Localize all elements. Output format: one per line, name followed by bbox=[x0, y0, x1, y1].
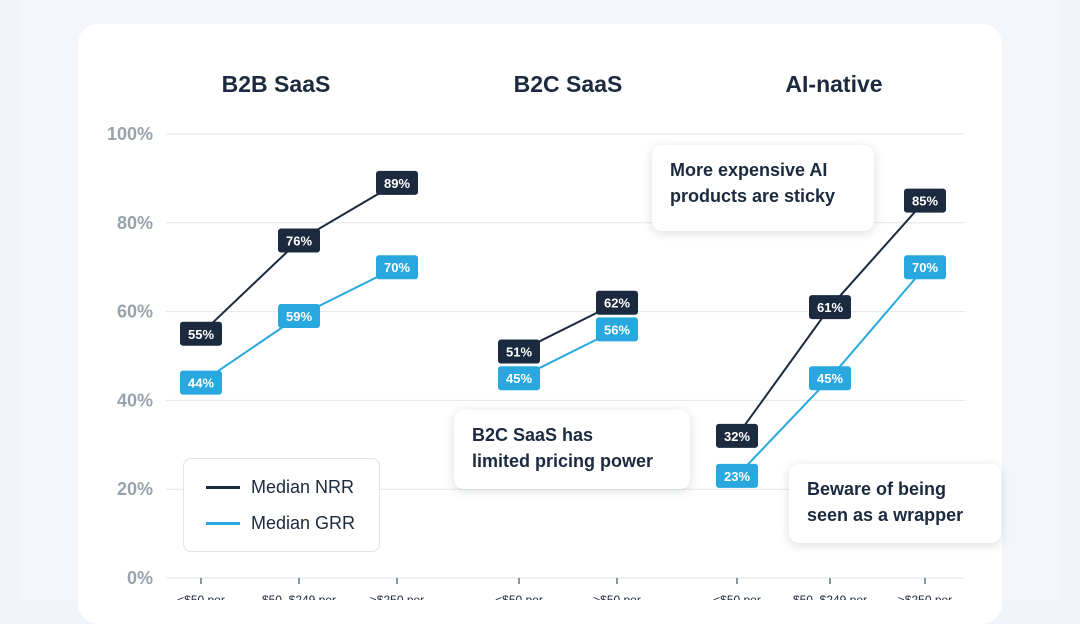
data-label-grr: 44% bbox=[180, 370, 222, 395]
data-label-box bbox=[376, 255, 418, 280]
data-label-text: 70% bbox=[912, 260, 938, 275]
data-label-nrr: 32% bbox=[716, 423, 758, 448]
data-label-text: 59% bbox=[286, 309, 312, 324]
data-label-box bbox=[180, 321, 222, 346]
data-label-box bbox=[278, 228, 320, 253]
callout-ai-sticky-line-1: More expensive AI bbox=[670, 160, 828, 180]
data-label-box bbox=[716, 423, 758, 448]
callout-wrapper: Beware of being seen as a wrapper bbox=[789, 464, 1001, 543]
data-label-text: 51% bbox=[506, 345, 532, 360]
panel-title-1: B2C SaaS bbox=[514, 71, 623, 97]
callout-wrapper-line-1: Beware of being bbox=[807, 479, 947, 499]
data-label-nrr: 51% bbox=[498, 339, 540, 364]
y-tick-label: 60% bbox=[117, 302, 153, 322]
data-label-box bbox=[904, 255, 946, 280]
x-tick-label: $50–$249 per bbox=[262, 593, 336, 600]
data-label-box bbox=[809, 366, 851, 391]
panel-title-2: AI-native bbox=[785, 71, 882, 97]
y-tick-label: 20% bbox=[117, 479, 153, 499]
data-label-grr: 56% bbox=[596, 317, 638, 342]
callout-wrapper-line-2: seen as a wrapper bbox=[807, 505, 964, 525]
data-label-text: 45% bbox=[506, 371, 532, 386]
legend-swatch-nrr bbox=[206, 486, 240, 489]
data-label-text: 76% bbox=[286, 234, 312, 249]
x-tick-label: <$50 per bbox=[713, 593, 761, 600]
legend: Median NRR Median GRR bbox=[183, 458, 380, 552]
data-label-text: 32% bbox=[724, 429, 750, 444]
data-label-text: 55% bbox=[188, 327, 214, 342]
x-tick-label: <$50 per bbox=[177, 593, 225, 600]
legend-item-grr: Median GRR bbox=[206, 513, 355, 534]
x-tick-label: >$50 per bbox=[593, 593, 641, 600]
data-label-box bbox=[716, 463, 758, 488]
data-label-nrr: 85% bbox=[904, 188, 946, 213]
callout-ai-sticky-line-2: products are sticky bbox=[670, 186, 836, 206]
x-tick-label: $50–$249 per bbox=[793, 593, 867, 600]
callout-ai-sticky: More expensive AI products are sticky bbox=[652, 145, 874, 231]
callout-b2c-pricing-line-2: limited pricing power bbox=[472, 451, 654, 471]
data-label-text: 89% bbox=[384, 176, 410, 191]
data-label-text: 56% bbox=[604, 322, 630, 337]
data-label-box bbox=[904, 188, 946, 213]
callout-b2c-pricing: B2C SaaS has limited pricing power bbox=[454, 410, 690, 489]
data-label-box bbox=[596, 290, 638, 315]
data-label-nrr: 61% bbox=[809, 295, 851, 320]
data-label-text: 23% bbox=[724, 469, 750, 484]
data-label-box bbox=[180, 370, 222, 395]
y-tick-label: 0% bbox=[127, 568, 153, 588]
legend-swatch-grr bbox=[206, 522, 240, 525]
legend-label-grr: Median GRR bbox=[251, 513, 356, 533]
data-label-nrr: 76% bbox=[278, 228, 320, 253]
data-label-nrr: 89% bbox=[376, 170, 418, 195]
data-label-box bbox=[498, 339, 540, 364]
x-tick-label: >$250 per bbox=[370, 593, 424, 600]
data-label-grr: 45% bbox=[498, 366, 540, 391]
data-label-nrr: 55% bbox=[180, 321, 222, 346]
data-label-text: 45% bbox=[817, 371, 843, 386]
data-label-grr: 70% bbox=[904, 255, 946, 280]
y-tick-label: 100% bbox=[107, 124, 153, 144]
x-tick-label: <$50 per bbox=[495, 593, 543, 600]
y-tick-label: 80% bbox=[117, 213, 153, 233]
legend-label-nrr: Median NRR bbox=[251, 477, 355, 497]
data-label-box bbox=[809, 295, 851, 320]
data-label-nrr: 62% bbox=[596, 290, 638, 315]
data-label-grr: 59% bbox=[278, 304, 320, 329]
data-label-grr: 23% bbox=[716, 463, 758, 488]
x-tick-label: >$250 per bbox=[898, 593, 952, 600]
data-label-box bbox=[498, 366, 540, 391]
panel-title-0: B2B SaaS bbox=[222, 71, 331, 97]
chart-svg: 0% 20% 40% 60% 80% 100% B2B SaaS B2C SaaS AI-na… bbox=[107, 71, 965, 600]
data-label-box bbox=[596, 317, 638, 342]
data-label-text: 62% bbox=[604, 296, 630, 311]
data-label-box bbox=[376, 170, 418, 195]
data-label-box bbox=[278, 304, 320, 329]
y-tick-label: 40% bbox=[117, 390, 153, 410]
data-label-text: 85% bbox=[912, 194, 938, 209]
legend-item-nrr: Median NRR bbox=[206, 477, 354, 498]
data-label-text: 44% bbox=[188, 376, 214, 391]
data-label-grr: 45% bbox=[809, 366, 851, 391]
data-label-text: 70% bbox=[384, 260, 410, 275]
data-label-text: 61% bbox=[817, 300, 843, 315]
callout-b2c-pricing-line-1: B2C SaaS has bbox=[472, 425, 594, 445]
data-label-grr: 70% bbox=[376, 255, 418, 280]
